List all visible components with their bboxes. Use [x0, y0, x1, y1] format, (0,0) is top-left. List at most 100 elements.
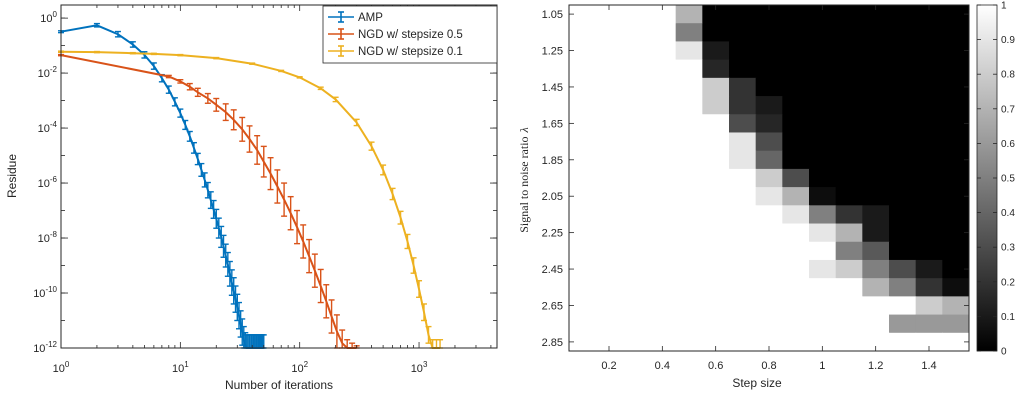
heatmap-cell: [915, 205, 943, 225]
heatmap-cell: [862, 132, 890, 152]
error-bar: [246, 125, 253, 153]
heatmap-cell: [889, 296, 917, 316]
heatmap-cell: [622, 23, 650, 42]
heatmap-cell: [675, 150, 703, 170]
heatmap-cell: [649, 96, 677, 115]
heatmap-cell: [862, 168, 890, 188]
error-bar: [239, 116, 246, 142]
heatmap-cell: [649, 132, 677, 152]
heatmap-cell: [889, 168, 917, 188]
heatmap-cell: [729, 96, 757, 115]
series-line-1: [60, 54, 357, 349]
x-tick-label: 100: [53, 360, 70, 375]
heatmap-cell: [755, 23, 783, 42]
heatmap-cell: [862, 77, 890, 97]
heatmap-cell: [835, 41, 863, 61]
heatmap-cell: [729, 150, 757, 170]
legend-label: NGD w/ stepsize 0.1: [358, 46, 463, 58]
heatmap-cell: [782, 332, 810, 352]
heatmap-cell: [702, 296, 730, 316]
heatmap-cell: [835, 96, 863, 115]
error-bar: [150, 62, 157, 70]
heatmap-cell: [649, 150, 677, 170]
heatmap-cell: [702, 23, 730, 42]
error-bar: [194, 152, 201, 166]
heatmap-cell: [862, 23, 890, 42]
heatmap-cell: [889, 96, 917, 115]
y-tick-label: 10-4: [38, 120, 58, 135]
heatmap-cell: [915, 332, 943, 352]
heatmap-cell: [729, 278, 757, 297]
error-bar: [165, 85, 172, 94]
heatmap-cell: [809, 241, 837, 261]
heatmap-cell: [835, 278, 863, 297]
heatmap-cell: [835, 259, 863, 279]
heatmap-cell: [569, 223, 597, 243]
y-tick-label: 100: [40, 10, 57, 25]
heatmap-cell: [942, 114, 970, 133]
heatmap-cell: [622, 59, 650, 79]
heatmap-cell: [569, 96, 597, 115]
legend-swatch: [328, 11, 354, 23]
heatmap-cell: [622, 205, 650, 225]
error-bar: [425, 325, 432, 344]
heatmap-cell: [862, 5, 890, 24]
heatmap-x-tick-label: 0.8: [761, 360, 776, 372]
error-bar: [186, 130, 193, 142]
heatmap-cell: [835, 205, 863, 225]
series-0: [58, 22, 267, 349]
heatmap-cell: [649, 114, 677, 133]
heatmap-cell: [595, 96, 623, 115]
heatmap-cell: [915, 296, 943, 316]
heatmap-y-tick-label: 2.25: [542, 228, 563, 240]
heatmap-cell: [782, 41, 810, 61]
heatmap-cell: [569, 41, 597, 61]
error-bar: [204, 181, 211, 199]
heatmap-axes: 0.2 0.4 0.6 0.8 1 1.2 1.4 1.05 1.25 1.45 1.65 1.85 2…: [542, 4, 970, 372]
heatmap-cell: [675, 187, 703, 206]
error-bar: [437, 339, 444, 349]
heatmap-x-axis-label: Step size: [732, 376, 782, 390]
heatmap-cell: [755, 241, 783, 261]
error-bar: [323, 284, 330, 319]
error-bar: [353, 118, 360, 127]
heatmap-cell: [675, 314, 703, 334]
heatmap-cell: [862, 41, 890, 61]
heatmap-cell: [675, 114, 703, 133]
heatmap-cell: [942, 132, 970, 152]
heatmap-cell: [729, 23, 757, 42]
heatmap-cell: [649, 23, 677, 42]
heatmap-cell: [622, 187, 650, 206]
heatmap-cell: [649, 259, 677, 279]
y-tick-label: 10-6: [38, 175, 58, 190]
heatmap-cell: [622, 150, 650, 170]
heatmap-cell: [675, 5, 703, 24]
heatmap-cell: [835, 223, 863, 243]
heatmap-cell: [915, 96, 943, 115]
heatmap-cell: [595, 332, 623, 352]
heatmap-cell: [782, 314, 810, 334]
heatmap-cell: [622, 223, 650, 243]
y-axis-label: Residue: [5, 154, 19, 198]
heatmap-cell: [915, 150, 943, 170]
heatmap-cell: [942, 296, 970, 316]
plot-frame: [60, 4, 498, 349]
heatmap-cell: [595, 205, 623, 225]
heatmap-cell: [782, 96, 810, 115]
legend-label: NGD w/ stepsize 0.5: [358, 29, 463, 41]
lambda-symbol: λ: [517, 127, 531, 133]
heatmap-cell: [889, 41, 917, 61]
residue-plot-area: [58, 22, 444, 349]
heatmap-cell: [569, 5, 597, 24]
heatmap-y-tick-label: 1.45: [542, 82, 563, 94]
heatmap-cell: [569, 205, 597, 225]
heatmap-cell: [622, 259, 650, 279]
error-bar: [296, 76, 303, 79]
colorbar-tick-label: 0.2: [1001, 277, 1015, 288]
error-bar: [333, 314, 340, 349]
error-bar: [397, 210, 404, 225]
heatmap-cell: [675, 332, 703, 352]
heatmap-cell: [942, 278, 970, 297]
heatmap-cell: [889, 23, 917, 42]
